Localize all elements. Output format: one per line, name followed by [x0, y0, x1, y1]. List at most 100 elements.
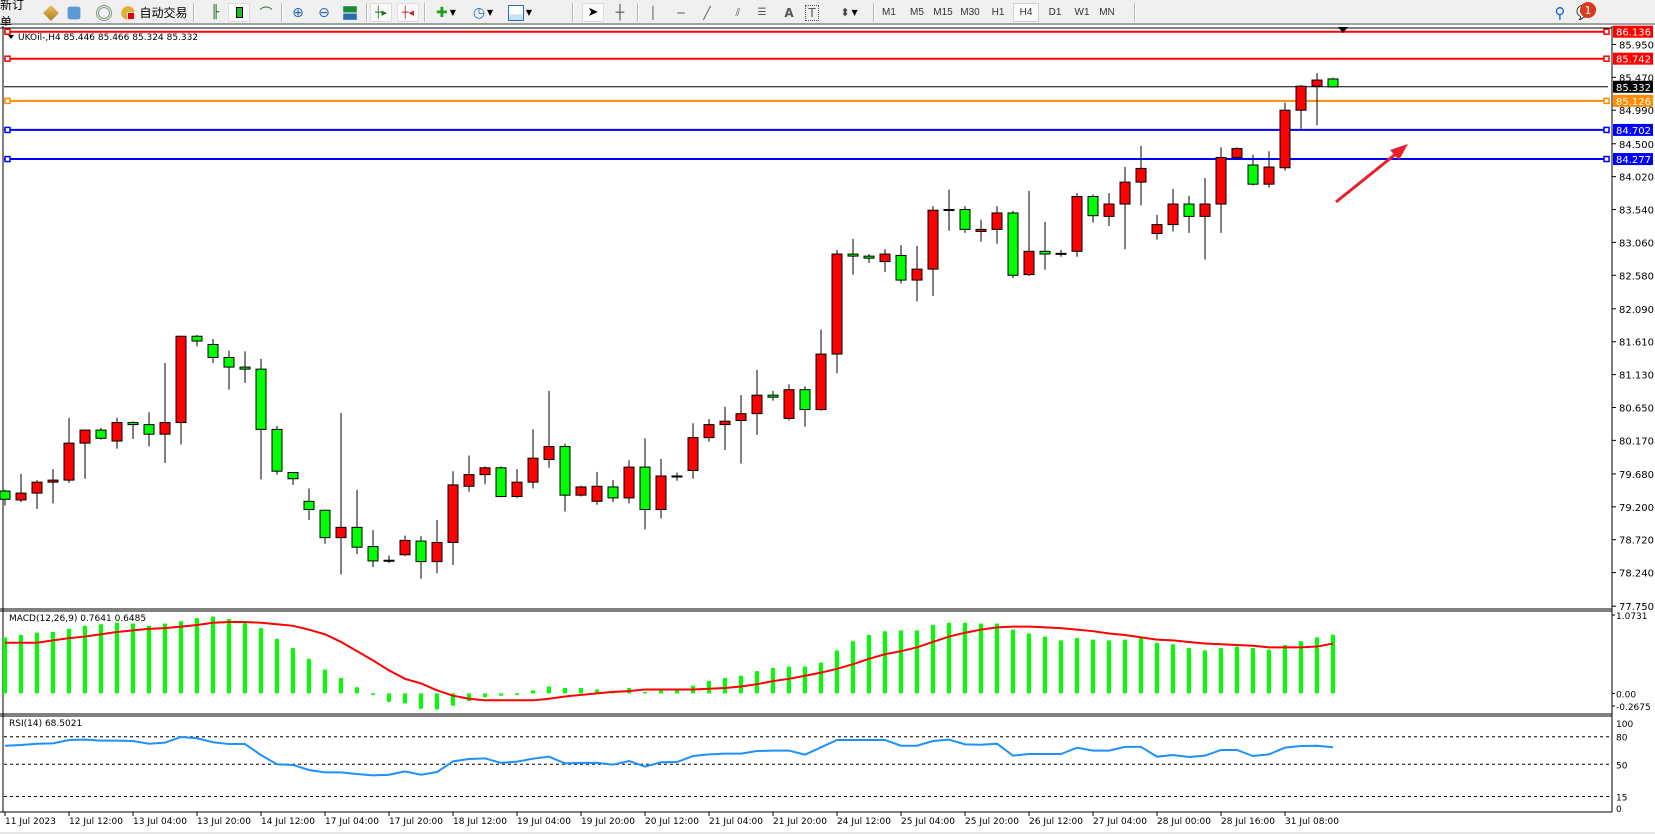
level-handle[interactable]	[4, 28, 11, 35]
price-level-tag	[1613, 52, 1653, 65]
bearish-candle	[223, 356, 235, 368]
chart-shift-marker[interactable]	[1338, 27, 1348, 33]
zoom-in-button[interactable]: ⊕	[288, 3, 308, 22]
time-tick-label: 27 Jul 04:00	[1093, 817, 1147, 827]
trendline-button[interactable]: ╱	[697, 3, 717, 22]
timeframe-m1[interactable]: M1	[882, 7, 896, 18]
bullish-candle	[1311, 79, 1323, 87]
crosshair-button[interactable]: ┼	[610, 3, 630, 22]
level-handle[interactable]	[1603, 28, 1610, 35]
price-tick-label: 77.750	[1619, 602, 1654, 613]
bullish-candle	[879, 253, 891, 263]
toolbar-separator	[366, 3, 368, 22]
auto-trading-button[interactable]: 自动交易	[119, 3, 189, 22]
candles	[0, 73, 1339, 579]
rsi-label: RSI(14) 68.5021	[9, 719, 82, 729]
level-handle[interactable]	[1603, 155, 1610, 163]
price-tick-label: 79.200	[1619, 503, 1654, 514]
macd-histogram-bar	[579, 688, 583, 694]
bearish-candle	[847, 253, 859, 257]
arrows-icon: ⬍	[840, 6, 850, 19]
bearish-candle	[1247, 164, 1259, 185]
bullish-candle	[671, 475, 683, 478]
cursor-button[interactable]: ➤	[582, 3, 604, 22]
equidistant-channel-button[interactable]: ⫽	[728, 3, 748, 22]
level-handle[interactable]	[1603, 126, 1610, 134]
bearish-candle	[607, 486, 619, 499]
timeframe-h1[interactable]: H1	[991, 7, 1005, 18]
bullish-candle	[1263, 166, 1275, 185]
chart-window[interactable]: 85.950 85.470 84.990 84.500 84.020 83.540 83.0…	[0, 25, 1655, 834]
macd-histogram-bar	[147, 625, 151, 694]
macd-signal-line	[5, 620, 1334, 702]
crosshair-icon: ┼	[615, 4, 625, 21]
timeframe-m30[interactable]: M30	[960, 7, 980, 18]
macd-histogram-bar	[707, 681, 711, 694]
timeframe-m5[interactable]: M5	[910, 7, 924, 18]
chart-shift-icon: ┼◂	[401, 6, 415, 19]
level-handle[interactable]	[1603, 55, 1610, 62]
line-chart-button[interactable]: ⌒	[256, 3, 276, 22]
text-label-button[interactable]: T	[802, 3, 822, 22]
timeframe-h4[interactable]: H4	[1013, 3, 1039, 22]
macd-histogram-bar	[99, 624, 103, 694]
bearish-candle	[383, 559, 395, 562]
level-handle[interactable]	[4, 55, 11, 62]
time-tick-label: 28 Jul 00:00	[1157, 817, 1211, 827]
macd-histogram-bar	[275, 638, 279, 694]
templates-button[interactable]: ▼	[500, 3, 540, 22]
macd-histogram-bar	[35, 632, 39, 694]
bullish-candle	[111, 422, 123, 442]
timeframe-m15[interactable]: M15	[933, 7, 953, 18]
macd-histogram-bar	[3, 637, 7, 694]
bullish-candle	[1119, 181, 1131, 205]
timeframe-w1[interactable]: W1	[1074, 7, 1090, 18]
drawn-arrow-shaft[interactable]	[1335, 147, 1403, 204]
candlestick-button[interactable]	[228, 3, 250, 22]
vertical-line-button[interactable]: │	[643, 3, 663, 22]
bullish-candle	[911, 268, 923, 281]
zoom-out-button[interactable]: ⊖	[314, 3, 334, 22]
time-tick-label: 17 Jul 04:00	[325, 817, 379, 827]
fibonacci-button[interactable]: ☰	[752, 3, 772, 22]
chart-shift-button[interactable]: ┼◂	[397, 3, 419, 22]
candlestick-icon	[235, 7, 243, 18]
symbol-dropdown-icon[interactable]	[8, 35, 14, 39]
new-order-button[interactable]: 新订单	[0, 0, 34, 29]
level-handle[interactable]	[4, 155, 11, 163]
level-handle[interactable]	[4, 126, 11, 134]
search-button[interactable]: ⚲	[1550, 3, 1570, 22]
drawn-arrow-head[interactable]	[1390, 144, 1408, 160]
bearish-candle	[351, 526, 363, 548]
auto-scroll-button[interactable]: ┼▸	[370, 3, 392, 22]
navigator-button[interactable]	[64, 3, 84, 22]
macd-histogram-bar	[467, 693, 471, 702]
level-handle[interactable]	[1603, 97, 1610, 105]
time-tick-label: 26 Jul 12:00	[1029, 817, 1083, 827]
toolbar-separator	[193, 3, 195, 22]
indicators-button[interactable]: ✚ ▼	[430, 3, 462, 22]
macd-histogram-bar	[339, 678, 343, 694]
periods-button[interactable]: ◷ ▼	[467, 3, 499, 22]
arrows-button[interactable]: ⬍ ▼	[832, 3, 866, 22]
rsi-tick-label: 50	[1616, 761, 1628, 771]
bar-chart-button[interactable]: ╟	[205, 3, 225, 22]
timeframe-d1[interactable]: D1	[1048, 7, 1062, 18]
signals-button[interactable]	[94, 3, 114, 22]
timeframe-mn[interactable]: MN	[1099, 7, 1115, 18]
macd-histogram-bar	[547, 686, 551, 694]
market-watch-button[interactable]	[41, 3, 61, 22]
horizontal-line-button[interactable]: ─	[671, 3, 691, 22]
price-tick-label: 83.540	[1619, 206, 1654, 217]
bullish-candle	[735, 413, 747, 422]
macd-histogram-bar	[851, 641, 855, 694]
macd-histogram-bar	[291, 648, 295, 694]
zoom-out-icon: ⊖	[318, 4, 330, 21]
level-handle[interactable]	[4, 97, 11, 105]
tile-windows-button[interactable]	[340, 3, 360, 22]
fibonacci-icon: ☰	[757, 7, 767, 18]
time-tick-label: 19 Jul 20:00	[581, 817, 635, 827]
bullish-candle	[783, 389, 795, 419]
price-tick-label: 84.990	[1619, 106, 1654, 117]
text-button[interactable]: A	[779, 3, 799, 22]
